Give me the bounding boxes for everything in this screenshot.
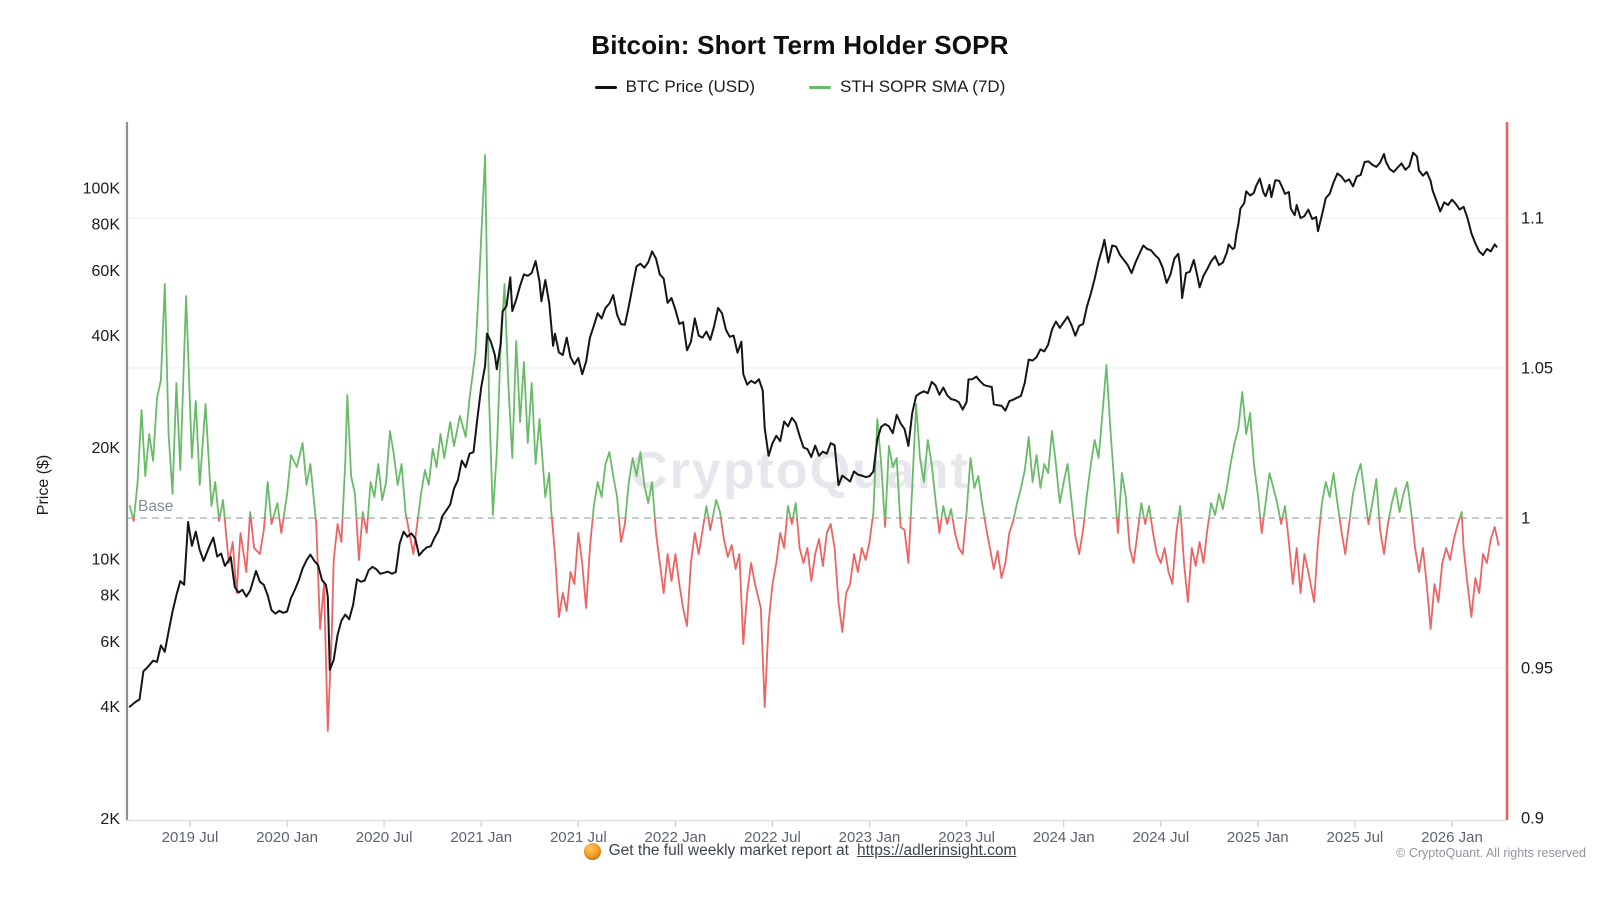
sopr-tick-label: 1 bbox=[1521, 510, 1530, 528]
copyright: © CryptoQuant. All rights reserved bbox=[1396, 846, 1586, 860]
footer-text: Get the full weekly market report at bbox=[608, 842, 849, 859]
x-tick-label: 2021 Jan bbox=[450, 829, 512, 846]
base-line-label: Base bbox=[138, 498, 173, 515]
price-tick-label: 2K bbox=[100, 811, 120, 828]
x-tick-label: 2022 Jul bbox=[744, 829, 801, 846]
sth-sopr-line-red bbox=[131, 518, 1500, 732]
x-tick-label: 2020 Jan bbox=[256, 829, 318, 846]
x-tick-label: 2019 Jul bbox=[162, 829, 219, 846]
x-tick-label: 2023 Jul bbox=[938, 829, 995, 846]
price-tick-label: 60K bbox=[92, 263, 121, 280]
legend-item-sth-sopr[interactable]: STH SOPR SMA (7D) bbox=[809, 77, 1005, 97]
legend: BTC Price (USD) STH SOPR SMA (7D) bbox=[0, 77, 1600, 97]
x-tick-label: 2020 Jul bbox=[356, 829, 413, 846]
chart-title: Bitcoin: Short Term Holder SOPR bbox=[591, 30, 1009, 60]
x-tick-label: 2022 Jan bbox=[645, 829, 707, 846]
sth-sopr-line-swatch bbox=[809, 85, 832, 89]
x-tick-label: 2026 Jan bbox=[1421, 829, 1483, 846]
price-tick-label: 4K bbox=[100, 699, 120, 716]
price-tick-label: 100K bbox=[83, 181, 121, 198]
legend-item-btc-price[interactable]: BTC Price (USD) bbox=[594, 77, 756, 97]
footer-note: Get the full weekly market report at htt… bbox=[0, 842, 1600, 860]
x-tick-label: 2024 Jan bbox=[1033, 829, 1095, 846]
price-tick-label: 8K bbox=[100, 588, 120, 605]
sth-sopr-line-green bbox=[128, 154, 1463, 518]
footer-link[interactable]: https://adlerinsight.com bbox=[856, 842, 1017, 859]
sopr-tick-label: 0.95 bbox=[1521, 660, 1553, 678]
btc-price-line-swatch bbox=[594, 85, 617, 89]
legend-label-btc-price: BTC Price (USD) bbox=[625, 77, 756, 96]
sopr-tick-label: 1.05 bbox=[1521, 360, 1553, 378]
x-tick-label: 2025 Jul bbox=[1327, 829, 1384, 846]
price-axis-title: Price ($) bbox=[35, 455, 52, 515]
price-tick-label: 40K bbox=[92, 328, 121, 345]
x-tick-label: 2021 Jul bbox=[550, 829, 607, 846]
sopr-tick-label: 1.1 bbox=[1521, 210, 1544, 228]
x-tick-label: 2024 Jul bbox=[1132, 829, 1189, 846]
price-tick-label: 20K bbox=[92, 440, 121, 457]
orange-circle-icon bbox=[583, 842, 601, 860]
sopr-tick-label: 0.9 bbox=[1521, 810, 1544, 828]
x-tick-label: 2025 Jan bbox=[1227, 829, 1289, 846]
price-tick-label: 10K bbox=[92, 552, 121, 569]
price-tick-label: 6K bbox=[100, 634, 120, 651]
btc-price-line bbox=[128, 151, 1498, 708]
legend-label-sth-sopr: STH SOPR SMA (7D) bbox=[840, 77, 1006, 96]
x-tick-label: 2023 Jan bbox=[839, 829, 901, 846]
price-tick-label: 80K bbox=[92, 217, 121, 234]
